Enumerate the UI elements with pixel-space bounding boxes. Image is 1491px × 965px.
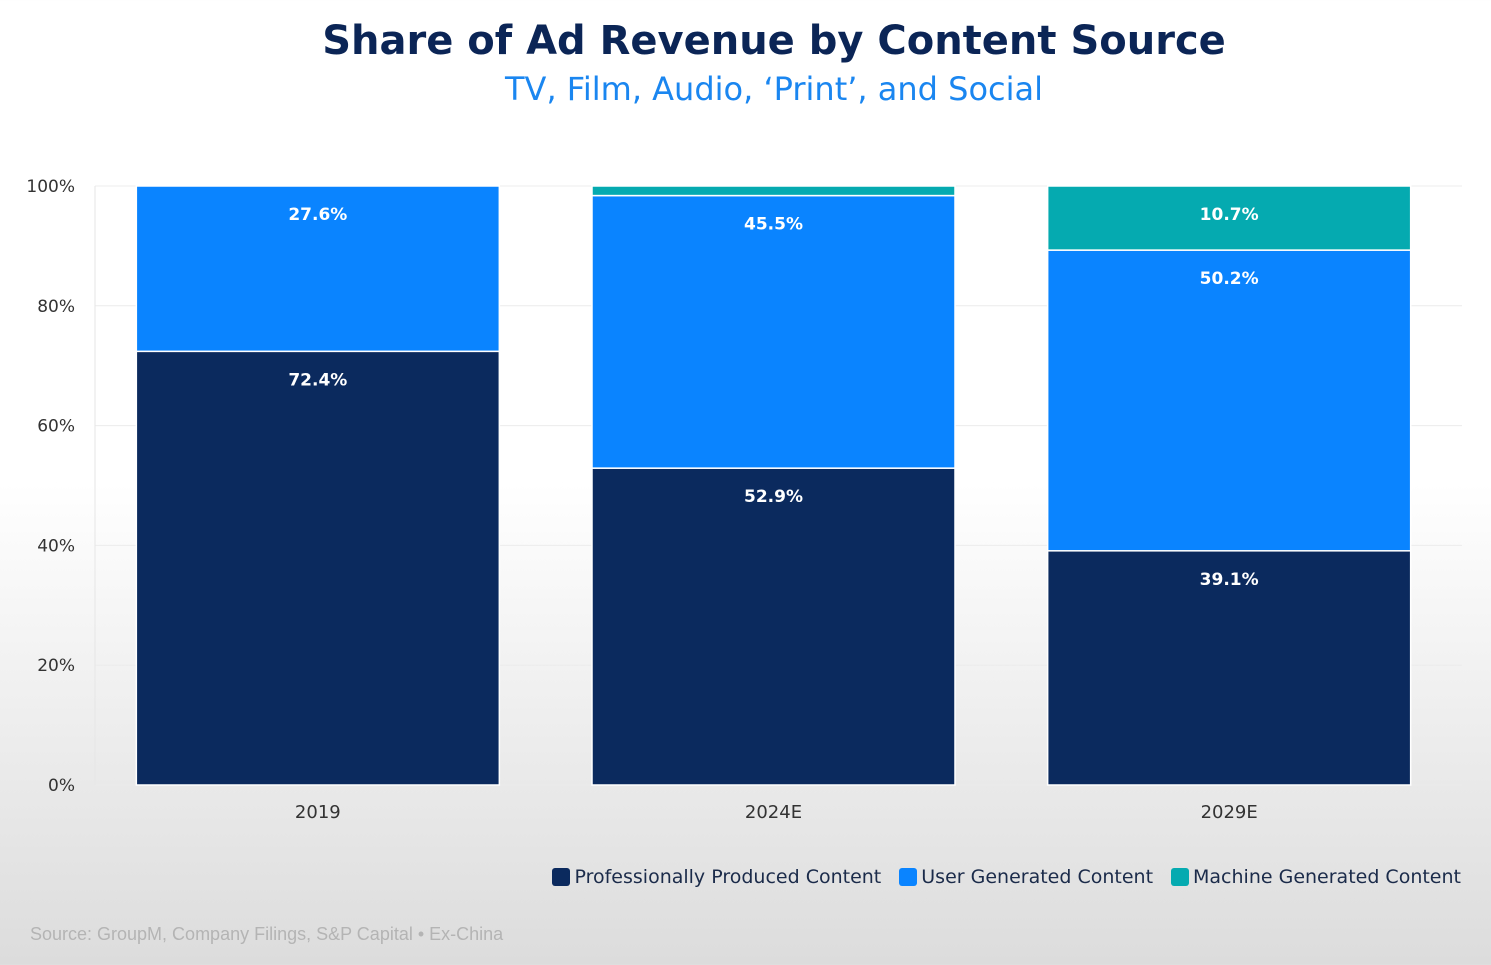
bar-segment: [1046, 185, 1412, 251]
bar-segment: [591, 185, 956, 197]
legend-label: Professionally Produced Content: [574, 866, 882, 888]
bar-segment: [591, 467, 956, 786]
data-label: 50.2%: [1200, 269, 1259, 289]
legend-item-professional: Professionally Produced Content: [552, 866, 881, 888]
chart-subtitle: TV, Film, Audio, ‘Print’, and Social: [505, 70, 1043, 108]
bar-segment: [1046, 550, 1412, 786]
bar-segment: [591, 194, 956, 469]
bar-segment: [135, 185, 501, 353]
y-tick-label: 100%: [26, 177, 75, 197]
y-tick-label: 60%: [37, 417, 75, 437]
bar-segment: [1046, 249, 1412, 552]
bar-segment: [135, 350, 501, 786]
x-tick-label: 2024E: [745, 802, 802, 823]
x-tick-label: 2019: [295, 802, 341, 823]
y-tick-label: 20%: [37, 656, 75, 676]
legend-label: User Generated Content: [921, 866, 1154, 888]
y-tick-label: 40%: [37, 536, 75, 556]
y-tick-label: 0%: [48, 776, 75, 796]
source-note: Source: GroupM, Company Filings, S&P Cap…: [30, 924, 504, 944]
data-label: 10.7%: [1200, 205, 1259, 225]
data-label: 45.5%: [744, 215, 803, 235]
legend-label: Machine Generated Content: [1193, 866, 1461, 888]
legend-swatch: [1171, 868, 1190, 886]
data-label: 72.4%: [288, 370, 347, 390]
legend: Professionally Produced Content User Gen…: [552, 866, 1461, 888]
data-label: 52.9%: [744, 487, 803, 507]
chart-title: Share of Ad Revenue by Content Source: [322, 18, 1226, 64]
legend-swatch: [899, 868, 918, 886]
data-label: 39.1%: [1200, 570, 1259, 590]
legend-swatch: [552, 868, 571, 886]
data-label: 27.6%: [288, 205, 347, 225]
y-tick-label: 80%: [37, 297, 75, 317]
legend-item-machine: Machine Generated Content: [1171, 866, 1461, 888]
legend-item-user: User Generated Content: [899, 866, 1153, 888]
x-tick-label: 2029E: [1201, 802, 1258, 823]
